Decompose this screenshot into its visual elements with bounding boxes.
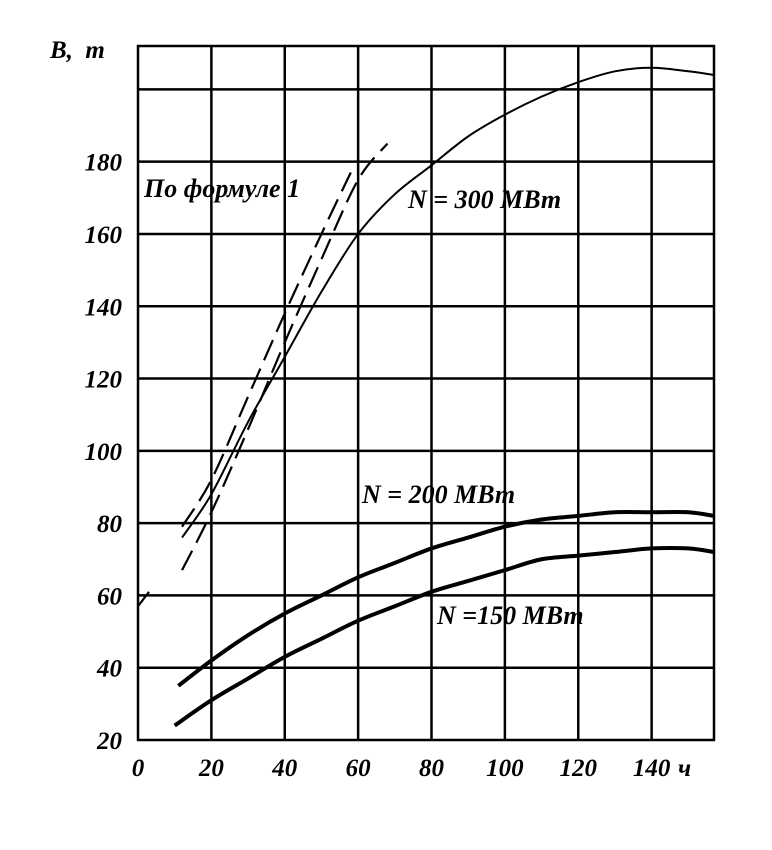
x-tick-label: 0 [132, 755, 145, 782]
n150-label: N =150 МВт [436, 601, 584, 630]
y-tick-label: 140 [85, 294, 123, 321]
y-tick-label: 40 [96, 656, 123, 683]
x-tick-label: 80 [419, 755, 445, 782]
y-tick-label: 180 [85, 150, 123, 177]
y-tick-label: 120 [85, 367, 123, 394]
series-line-1 [181, 142, 389, 571]
n300-label: N = 300 МВт [407, 185, 561, 214]
series-line-n-200 [177, 510, 715, 688]
x-tick-label: 120 [560, 755, 598, 782]
n200-label: N = 200 МВт [361, 480, 515, 509]
x-tick-label: 100 [486, 755, 524, 782]
grid [136, 44, 716, 742]
x-tick-label: 60 [346, 755, 372, 782]
y-tick-label: 80 [97, 511, 123, 538]
y-tick-label: 60 [97, 583, 123, 610]
series-line-1 [181, 172, 352, 528]
series-line-1 [137, 591, 150, 607]
y-tick-label: 160 [85, 222, 123, 249]
series-line-n-300 [181, 66, 715, 539]
x-tick-label: 140 [633, 755, 671, 782]
y-tick-label: 20 [96, 728, 123, 755]
x-tick-label: 40 [271, 755, 298, 782]
plot-frame [136, 44, 716, 742]
x-axis-label: ч [678, 755, 691, 782]
formula-label: По формуле 1 [143, 174, 300, 203]
tick-labels: 0 20 40 60 80 100 120 140 20 40 60 80 100 120 140 160 18… [85, 150, 671, 782]
y-axis-label: B, т [49, 37, 105, 64]
series-line-n-150 [173, 545, 715, 728]
series [137, 66, 715, 728]
y-tick-label: 100 [85, 439, 123, 466]
x-tick-label: 20 [198, 755, 225, 782]
